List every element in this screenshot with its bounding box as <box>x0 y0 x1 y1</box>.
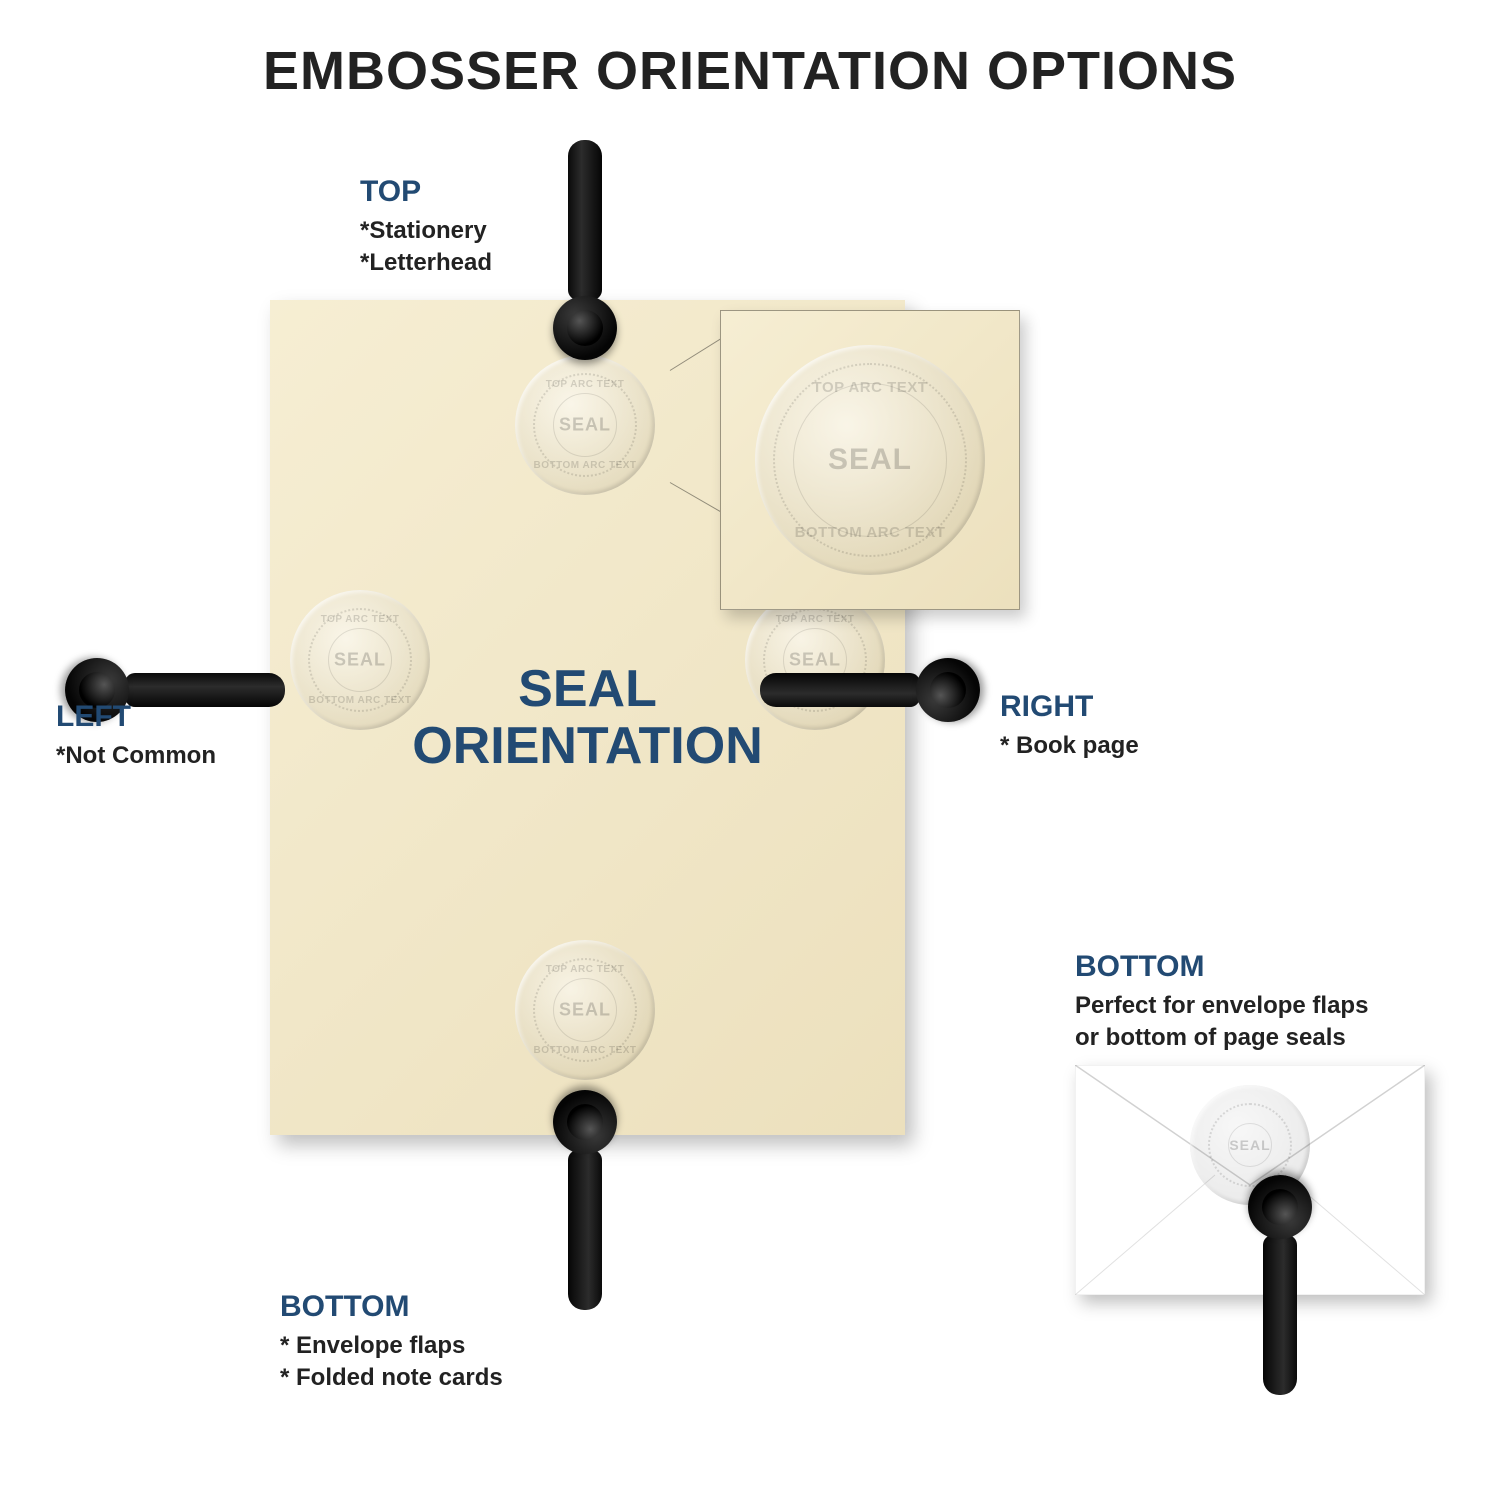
seal-bottom-arc: BOTTOM ARC TEXT <box>533 1045 636 1056</box>
seal-center-text: SEAL <box>559 1000 611 1021</box>
label-line: Perfect for envelope flaps <box>1075 990 1368 1022</box>
label-heading: LEFT <box>56 700 216 734</box>
paper-center-line1: SEAL <box>518 659 657 717</box>
paper-center-line2: ORIENTATION <box>412 717 763 775</box>
label-heading: BOTTOM <box>280 1290 503 1324</box>
diagram-stage: SEAL ORIENTATION SEAL TOP ARC TEXT BOTTO… <box>0 160 1500 1500</box>
label-line: *Not Common <box>56 740 216 772</box>
label-line: * Folded note cards <box>280 1362 503 1394</box>
page-title: EMBOSSER ORIENTATION OPTIONS <box>0 40 1500 102</box>
label-bottom-paper: BOTTOM * Envelope flaps * Folded note ca… <box>280 1290 503 1395</box>
label-heading: TOP <box>360 175 492 209</box>
label-line: or bottom of page seals <box>1075 1022 1368 1054</box>
label-line: *Stationery <box>360 215 492 247</box>
label-line: * Book page <box>1000 730 1139 762</box>
seal-center-text: SEAL <box>1229 1137 1270 1153</box>
seal-top-arc: TOP ARC TEXT <box>776 614 855 625</box>
label-bottom-envelope: BOTTOM Perfect for envelope flaps or bot… <box>1075 950 1368 1055</box>
seal-top-arc: TOP ARC TEXT <box>546 379 625 390</box>
seal-top-arc: TOP ARC TEXT <box>321 614 400 625</box>
seal-top-arc: TOP ARC TEXT <box>546 964 625 975</box>
label-line: * Envelope flaps <box>280 1330 503 1362</box>
envelope-example: SEAL <box>1075 1065 1425 1325</box>
seal-bottom-arc: BOTTOM ARC TEXT <box>308 695 411 706</box>
seal-impression-zoom: SEAL TOP ARC TEXT BOTTOM ARC TEXT <box>755 345 985 575</box>
seal-center-text: SEAL <box>828 443 912 477</box>
seal-impression-left: SEAL TOP ARC TEXT BOTTOM ARC TEXT <box>290 590 430 730</box>
label-line: *Letterhead <box>360 247 492 279</box>
embosser-top <box>555 140 615 360</box>
seal-impression-bottom: SEAL TOP ARC TEXT BOTTOM ARC TEXT <box>515 940 655 1080</box>
label-left: LEFT *Not Common <box>56 700 216 772</box>
label-right: RIGHT * Book page <box>1000 690 1139 762</box>
seal-bottom-arc: BOTTOM ARC TEXT <box>533 460 636 471</box>
label-heading: BOTTOM <box>1075 950 1368 984</box>
label-heading: RIGHT <box>1000 690 1139 724</box>
seal-top-arc: TOP ARC TEXT <box>813 379 928 396</box>
seal-center-text: SEAL <box>559 415 611 436</box>
seal-center-text: SEAL <box>334 650 386 671</box>
embosser-envelope <box>1250 1175 1310 1395</box>
seal-zoom-panel: SEAL TOP ARC TEXT BOTTOM ARC TEXT <box>720 310 1020 610</box>
embosser-right <box>760 660 980 720</box>
embosser-bottom <box>555 1090 615 1310</box>
label-top: TOP *Stationery *Letterhead <box>360 175 492 280</box>
paper-center-text: SEAL ORIENTATION <box>412 660 763 774</box>
seal-bottom-arc: BOTTOM ARC TEXT <box>795 524 946 541</box>
seal-impression-top: SEAL TOP ARC TEXT BOTTOM ARC TEXT <box>515 355 655 495</box>
